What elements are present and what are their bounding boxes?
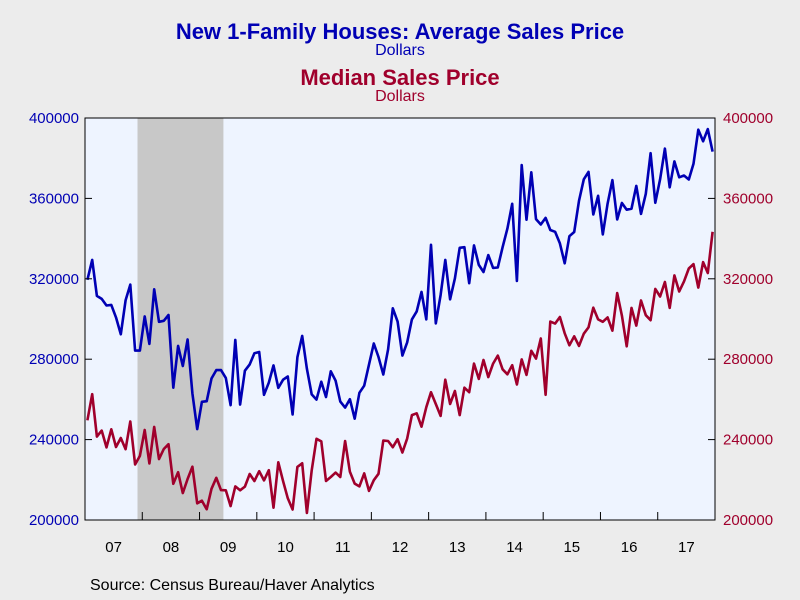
x-tick-label: 12 — [392, 539, 409, 556]
x-tick-label: 13 — [449, 539, 466, 556]
y-tick-label-right: 320000 — [723, 271, 773, 288]
y-tick-label-left: 400000 — [29, 110, 79, 127]
series-line-average — [86, 127, 714, 431]
y-tick-label-right: 200000 — [723, 512, 773, 529]
series-line-median — [86, 231, 714, 515]
plot-frame — [84, 117, 716, 521]
x-tick-label: 16 — [621, 539, 638, 556]
y-tick-label-right: 360000 — [723, 190, 773, 207]
x-tick-label: 10 — [277, 539, 294, 556]
y-tick-label-left: 360000 — [29, 190, 79, 207]
chart-subtitle: Median Sales Price — [300, 65, 500, 90]
x-tick-label: 09 — [220, 539, 237, 556]
y-tick-label-left: 280000 — [29, 351, 79, 368]
y-tick-label-right: 240000 — [723, 432, 773, 449]
x-tick-label: 15 — [563, 539, 580, 556]
x-tick-label: 14 — [506, 539, 523, 556]
y-tick-label-left: 320000 — [29, 271, 79, 288]
x-tick-label: 08 — [163, 539, 180, 556]
x-tick-label: 17 — [678, 539, 695, 556]
y-tick-label-left: 200000 — [29, 512, 79, 529]
chart-subtitle-units: Dollars — [375, 88, 425, 105]
x-tick-label: 11 — [335, 539, 351, 556]
chart-title-units: Dollars — [375, 42, 425, 59]
source-note: Source: Census Bureau/Haver Analytics — [90, 577, 375, 594]
chart-title: New 1-Family Houses: Average Sales Price — [175, 19, 625, 44]
y-tick-label-right: 400000 — [723, 110, 773, 127]
y-tick-label-right: 280000 — [723, 351, 773, 368]
x-tick-label: 07 — [105, 539, 122, 556]
y-tick-label-left: 240000 — [29, 432, 79, 449]
